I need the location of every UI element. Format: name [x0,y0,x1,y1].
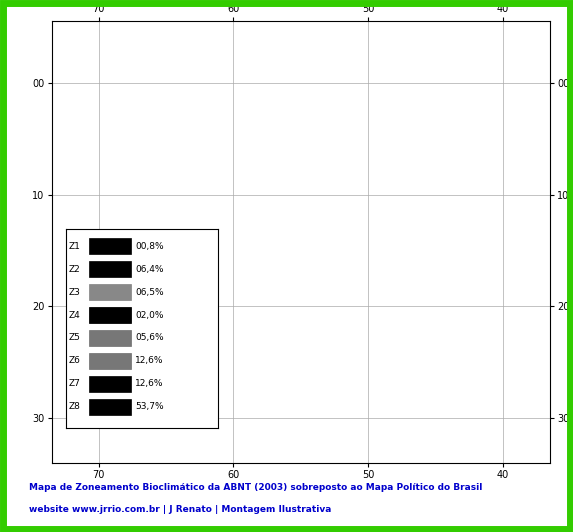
Bar [89,261,131,277]
Text: Z2: Z2 [68,264,80,273]
Bar [89,238,131,254]
Text: 00,8%: 00,8% [135,242,164,251]
Bar [89,398,131,415]
Text: Z3: Z3 [68,288,80,297]
Text: 12,6%: 12,6% [135,356,163,365]
Bar [89,307,131,323]
Text: 53,7%: 53,7% [135,402,164,411]
Text: website www.jrrio.com.br | J Renato | Montagem Ilustrativa: website www.jrrio.com.br | J Renato | Mo… [29,505,331,514]
Text: 12,6%: 12,6% [135,379,163,388]
Text: 06,4%: 06,4% [135,264,163,273]
Text: 05,6%: 05,6% [135,334,164,343]
Text: Z5: Z5 [68,334,80,343]
Bar [89,330,131,346]
Text: Z7: Z7 [68,379,80,388]
Text: Mapa de Zoneamento Bioclimático da ABNT (2003) sobreposto ao Mapa Político do Br: Mapa de Zoneamento Bioclimático da ABNT … [29,483,482,492]
Text: Z4: Z4 [68,311,80,320]
Text: Z8: Z8 [68,402,80,411]
Text: Z6: Z6 [68,356,80,365]
Text: 06,5%: 06,5% [135,288,164,297]
Bar [89,353,131,369]
Text: Z1: Z1 [68,242,80,251]
Bar [89,284,131,301]
Text: 02,0%: 02,0% [135,311,163,320]
Bar [89,376,131,392]
